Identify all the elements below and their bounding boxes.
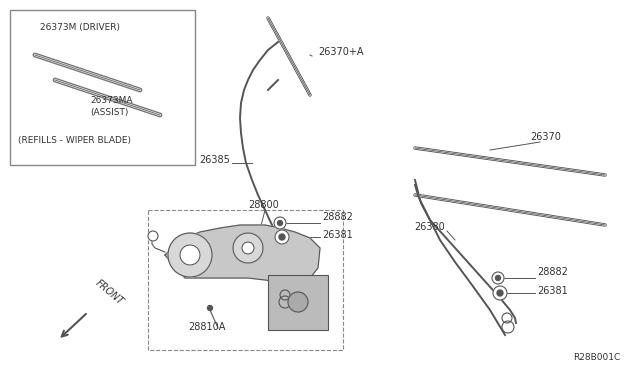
Circle shape bbox=[280, 290, 290, 300]
Text: 28882: 28882 bbox=[322, 212, 353, 222]
Circle shape bbox=[492, 272, 504, 284]
Text: 26370: 26370 bbox=[530, 132, 561, 142]
Circle shape bbox=[493, 286, 507, 300]
Text: 26385: 26385 bbox=[199, 155, 230, 165]
Circle shape bbox=[502, 321, 514, 333]
Circle shape bbox=[274, 217, 286, 229]
Circle shape bbox=[288, 292, 308, 312]
Text: 26381: 26381 bbox=[322, 230, 353, 240]
Circle shape bbox=[180, 245, 200, 265]
Bar bbox=[148, 210, 343, 350]
Text: 26373M (DRIVER): 26373M (DRIVER) bbox=[40, 23, 120, 32]
Circle shape bbox=[148, 231, 158, 241]
Circle shape bbox=[278, 221, 282, 225]
Circle shape bbox=[279, 234, 285, 240]
Circle shape bbox=[233, 233, 263, 263]
Bar bbox=[268, 275, 328, 330]
Circle shape bbox=[502, 313, 512, 323]
Bar bbox=[10, 10, 195, 165]
Text: 28810A: 28810A bbox=[188, 322, 225, 332]
Circle shape bbox=[242, 242, 254, 254]
Circle shape bbox=[279, 296, 291, 308]
Text: 26373MA: 26373MA bbox=[90, 96, 132, 105]
Text: (ASSIST): (ASSIST) bbox=[90, 108, 129, 117]
Text: 28800: 28800 bbox=[248, 200, 279, 210]
Circle shape bbox=[207, 305, 212, 311]
Text: 26370+A: 26370+A bbox=[318, 47, 364, 57]
Text: 26381: 26381 bbox=[537, 286, 568, 296]
Circle shape bbox=[168, 233, 212, 277]
Text: FRONT: FRONT bbox=[93, 278, 125, 307]
Text: 26380: 26380 bbox=[414, 222, 445, 232]
Circle shape bbox=[495, 276, 500, 280]
Text: 28882: 28882 bbox=[537, 267, 568, 277]
Circle shape bbox=[497, 290, 503, 296]
Circle shape bbox=[275, 230, 289, 244]
Text: R28B001C: R28B001C bbox=[573, 353, 620, 362]
Polygon shape bbox=[165, 225, 320, 282]
Text: (REFILLS - WIPER BLADE): (REFILLS - WIPER BLADE) bbox=[18, 136, 131, 145]
